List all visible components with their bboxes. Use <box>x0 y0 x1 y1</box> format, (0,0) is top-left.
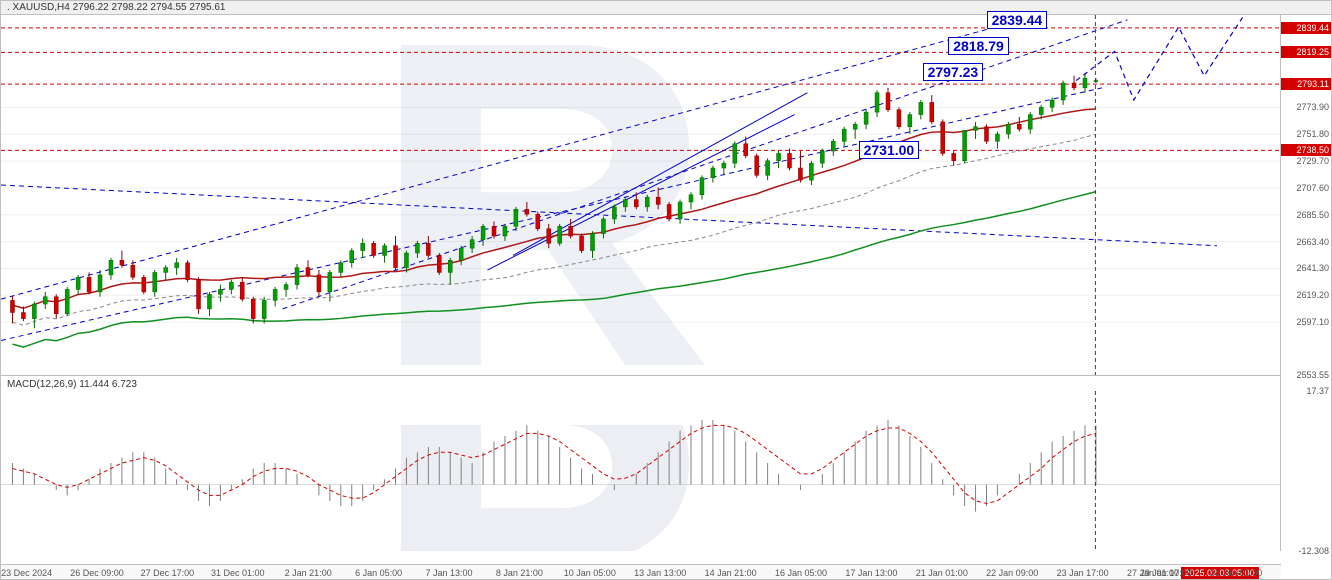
price-annotation: 2797.23 <box>923 63 984 81</box>
symbol-ohlc-label: . XAUUSD,H4 2796.22 2798.22 2794.55 2795… <box>7 2 226 13</box>
x-tick-label: 13 Jan 13:00 <box>634 568 686 578</box>
y-tick-label: 2619.20 <box>1296 290 1329 300</box>
x-tick-label: 23 Jan 17:00 <box>1057 568 1109 578</box>
y-tick-label: 2641.30 <box>1296 263 1329 273</box>
x-tick-label: 23 Dec 2024 <box>1 568 52 578</box>
x-tick-label: 29 Jan 17:00 <box>1140 568 1192 578</box>
y-tick-label: 2729.70 <box>1296 156 1329 166</box>
price-y-axis: 2553.552597.102619.202641.302663.402685.… <box>1280 15 1331 375</box>
macd-y-tick: 17.37 <box>1306 386 1329 396</box>
x-tick-label: 31 Jan 01:00 <box>1210 568 1262 578</box>
price-annotation: 2818.79 <box>948 37 1009 55</box>
x-tick-label: 16 Jan 05:00 <box>775 568 827 578</box>
x-tick-label: 7 Jan 13:00 <box>425 568 472 578</box>
x-tick-label: 22 Jan 09:00 <box>986 568 1038 578</box>
y-tick-label: 2773.90 <box>1296 102 1329 112</box>
y-tick-label: 2685.50 <box>1296 210 1329 220</box>
y-tick-label: 2597.10 <box>1296 317 1329 327</box>
x-tick-label: 10 Jan 05:00 <box>564 568 616 578</box>
x-tick-label: 17 Jan 13:00 <box>845 568 897 578</box>
x-axis: 23 Dec 2024 26 Dec 09:00 27 Dec 17:00 31 De… <box>1 564 1281 579</box>
macd-chart[interactable] <box>1 391 1281 551</box>
price-marker: 2819.25 <box>1281 46 1331 58</box>
macd-y-axis: 17.37-12.308 <box>1280 375 1331 551</box>
header-bar: . XAUUSD,H4 2796.22 2798.22 2794.55 2795… <box>1 1 1331 15</box>
x-tick-label: 14 Jan 21:00 <box>705 568 757 578</box>
x-tick-label: 6 Jan 05:00 <box>355 568 402 578</box>
x-tick-label: 26 Dec 09:00 <box>70 568 124 578</box>
price-marker: 2793.11 <box>1281 78 1331 90</box>
y-tick-label: 2751.80 <box>1296 129 1329 139</box>
macd-header: MACD(12,26,9) 11.444 6.723 <box>7 379 137 390</box>
price-chart[interactable] <box>1 15 1281 376</box>
price-marker: 2839.44 <box>1281 22 1331 34</box>
price-annotation: 2731.00 <box>859 141 920 159</box>
macd-y-tick: -12.308 <box>1298 546 1329 556</box>
x-tick-label: 27 Dec 17:00 <box>141 568 195 578</box>
price-marker: 2738.50 <box>1281 144 1331 156</box>
y-tick-label: 2707.60 <box>1296 183 1329 193</box>
x-tick-label: 31 Dec 01:00 <box>211 568 265 578</box>
x-tick-label: 8 Jan 21:00 <box>496 568 543 578</box>
price-annotation: 2839.44 <box>987 11 1048 29</box>
y-tick-label: 2663.40 <box>1296 237 1329 247</box>
x-tick-label: 2 Jan 21:00 <box>285 568 332 578</box>
chart-container: . XAUUSD,H4 2796.22 2798.22 2794.55 2795… <box>0 0 1332 580</box>
x-tick-label: 21 Jan 01:00 <box>916 568 968 578</box>
